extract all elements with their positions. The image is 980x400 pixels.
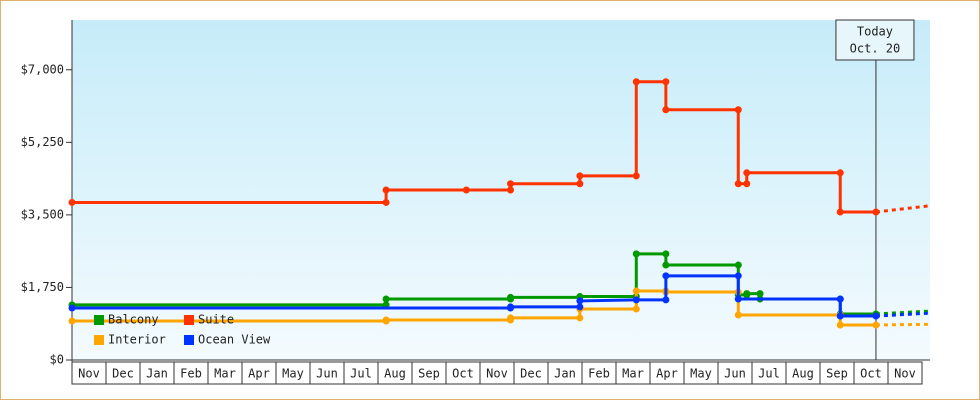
point bbox=[507, 186, 515, 194]
point bbox=[632, 78, 640, 86]
projection-line bbox=[875, 309, 931, 316]
point bbox=[68, 304, 76, 312]
legend-swatch bbox=[94, 315, 104, 325]
point bbox=[462, 186, 470, 194]
x-tick-label: Nov bbox=[486, 367, 508, 381]
legend-swatch bbox=[184, 315, 194, 325]
point bbox=[756, 290, 764, 298]
x-tick-label: Sep bbox=[418, 367, 440, 381]
point bbox=[576, 172, 584, 180]
x-tick-label: Oct bbox=[452, 367, 474, 381]
point bbox=[734, 106, 742, 114]
x-tick-label: Jan bbox=[554, 367, 576, 381]
x-tick-label: May bbox=[282, 367, 304, 381]
y-tick-label: $3,500 bbox=[21, 207, 64, 221]
point bbox=[734, 272, 742, 280]
point bbox=[662, 250, 670, 258]
point bbox=[382, 295, 390, 303]
point bbox=[507, 293, 515, 301]
point bbox=[836, 208, 844, 216]
point bbox=[743, 169, 751, 177]
x-tick-label: Mar bbox=[214, 367, 236, 381]
point bbox=[872, 312, 880, 320]
point bbox=[576, 297, 584, 305]
point bbox=[836, 295, 844, 303]
point bbox=[632, 287, 640, 295]
point bbox=[382, 186, 390, 194]
today-label: Today bbox=[857, 25, 893, 39]
point bbox=[662, 261, 670, 269]
x-tick-label: Aug bbox=[792, 367, 814, 381]
y-tick-label: $5,250 bbox=[21, 135, 64, 149]
today-box bbox=[835, 19, 915, 61]
x-tick-label: Jun bbox=[724, 367, 746, 381]
point bbox=[836, 312, 844, 320]
point bbox=[576, 314, 584, 322]
legend-label: Balcony bbox=[108, 313, 159, 327]
point bbox=[872, 321, 880, 329]
point bbox=[662, 296, 670, 304]
legend-label: Suite bbox=[198, 313, 234, 327]
y-tick-label: $7,000 bbox=[21, 62, 64, 76]
point bbox=[734, 311, 742, 319]
y-tick-label: $0 bbox=[50, 353, 64, 367]
projection-line bbox=[875, 311, 931, 318]
x-tick-label: Apr bbox=[248, 367, 270, 381]
point bbox=[68, 317, 76, 325]
point bbox=[576, 180, 584, 188]
point bbox=[872, 208, 880, 216]
x-tick-label: Jul bbox=[350, 367, 372, 381]
point bbox=[632, 172, 640, 180]
point bbox=[382, 198, 390, 206]
x-tick-label: May bbox=[690, 367, 712, 381]
point bbox=[68, 198, 76, 206]
y-tick-label: $1,750 bbox=[21, 280, 64, 294]
legend-label: Ocean View bbox=[198, 333, 271, 347]
point bbox=[507, 303, 515, 311]
projection-line bbox=[875, 204, 931, 214]
x-tick-label: Dec bbox=[112, 367, 134, 381]
x-tick-label: Sep bbox=[826, 367, 848, 381]
x-tick-label: Feb bbox=[180, 367, 202, 381]
point bbox=[382, 316, 390, 324]
point bbox=[734, 180, 742, 188]
x-tick-label: Nov bbox=[78, 367, 100, 381]
x-tick-label: Jul bbox=[758, 367, 780, 381]
legend-swatch bbox=[94, 335, 104, 345]
point bbox=[734, 261, 742, 269]
point bbox=[743, 180, 751, 188]
point bbox=[632, 250, 640, 258]
point bbox=[632, 305, 640, 313]
point bbox=[662, 78, 670, 86]
point bbox=[632, 296, 640, 304]
point bbox=[836, 321, 844, 329]
point bbox=[507, 314, 515, 322]
x-tick-label: Aug bbox=[384, 367, 406, 381]
point bbox=[743, 290, 751, 298]
month-cell bbox=[887, 361, 923, 385]
x-tick-label: Feb bbox=[588, 367, 610, 381]
x-tick-label: Nov bbox=[894, 367, 916, 381]
x-tick-label: Jan bbox=[146, 367, 168, 381]
x-tick-label: Jun bbox=[316, 367, 338, 381]
point bbox=[662, 272, 670, 280]
point bbox=[836, 169, 844, 177]
x-tick-label: Mar bbox=[622, 367, 644, 381]
x-tick-label: Dec bbox=[520, 367, 542, 381]
point bbox=[734, 295, 742, 303]
legend-label: Interior bbox=[108, 333, 166, 347]
x-tick-label: Apr bbox=[656, 367, 678, 381]
point bbox=[507, 180, 515, 188]
x-tick-label: Oct bbox=[860, 367, 882, 381]
point bbox=[662, 106, 670, 114]
legend-swatch bbox=[184, 335, 194, 345]
point bbox=[576, 303, 584, 311]
today-label: Oct. 20 bbox=[850, 42, 901, 56]
projection-line bbox=[875, 322, 931, 327]
